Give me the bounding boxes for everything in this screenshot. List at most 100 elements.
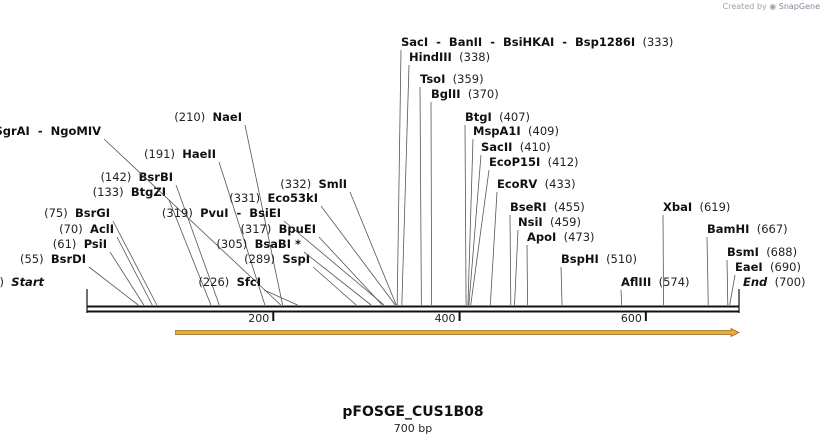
site-name: Eco53kI <box>267 191 318 205</box>
site-nsii[interactable]: NsiI (459) <box>514 215 581 306</box>
ruler-tick-400: 400 <box>435 312 461 325</box>
site-position: (690) <box>770 260 801 274</box>
site-sspi[interactable]: (289) SspI <box>244 252 357 306</box>
site-connector-line <box>103 138 282 306</box>
site-bsrbi[interactable]: (142) BsrBI <box>100 170 220 306</box>
site-name: SacI - BanII - BsiHKAI - Bsp1286I <box>401 35 635 49</box>
site-label: EaeI (690) <box>735 260 801 274</box>
site-bsabi[interactable]: (305) BsaBI * <box>216 237 372 306</box>
ruler-tick-600: 600 <box>621 312 647 325</box>
site-mspa1i[interactable]: MspA1I (409) <box>467 124 559 306</box>
site-bsmi[interactable]: BsmI (688) <box>726 245 797 306</box>
site-connector-line <box>175 184 220 306</box>
site-connector-line <box>509 214 512 306</box>
sequence-feature-arrow[interactable] <box>175 327 740 338</box>
site-position: (75) <box>44 206 75 220</box>
site-label: BseRI (455) <box>510 200 585 214</box>
site-connector-line <box>726 259 729 306</box>
site-label: (226) SfcI <box>198 275 261 289</box>
ruler-tick-label: 200 <box>248 312 269 325</box>
site-name: SacII <box>481 140 512 154</box>
site-ecop15i[interactable]: EcoP15I (412) <box>470 155 579 306</box>
site-haeii[interactable]: (191) HaeII <box>144 147 266 306</box>
site-connector-line <box>489 191 498 306</box>
site-label: BtgI (407) <box>465 110 530 124</box>
site-end[interactable]: End (700) <box>738 275 806 313</box>
site-name: BsmI <box>727 245 759 259</box>
site-position: (305) <box>216 237 254 251</box>
site-name: NsiI <box>518 215 543 229</box>
site-bpuei[interactable]: (317) BpuEI <box>240 222 383 306</box>
site-connector-line <box>467 138 474 306</box>
site-connector-line <box>116 236 153 306</box>
site-position: (667) <box>757 222 788 236</box>
site-position: (370) <box>468 87 499 101</box>
site-position: (359) <box>453 72 484 86</box>
site-afliii[interactable]: AflIII (574) <box>620 275 690 306</box>
site-connector-line <box>468 154 482 306</box>
site-name: AclI <box>90 222 114 236</box>
site-pvui[interactable]: (319) PvuI - BsiEI <box>162 206 385 306</box>
site-position: (333) <box>642 35 673 49</box>
site-position: (142) <box>100 170 138 184</box>
site-sacii[interactable]: SacII (410) <box>468 140 551 306</box>
site-position: (319) <box>162 206 200 220</box>
site-connector-line <box>514 229 519 306</box>
site-bglii[interactable]: BglII (370) <box>430 87 499 306</box>
site-connector-line <box>244 124 283 306</box>
site-eco53ki[interactable]: (331) Eco53kI <box>229 191 396 306</box>
site-position: (473) <box>564 230 595 244</box>
site-name: EcoP15I <box>489 155 540 169</box>
site-bsphi[interactable]: BspHI (510) <box>560 252 637 306</box>
site-bsrgi[interactable]: (75) BsrGI <box>44 206 158 306</box>
site-connector-line <box>729 274 736 306</box>
site-mrei[interactable]: (208) MreI - SgrAI - NgoMIV <box>0 124 282 306</box>
features <box>175 327 740 338</box>
site-label: (0) Start <box>0 275 44 289</box>
sequence-name: pFOSGE_CUS1B08 <box>342 404 484 420</box>
site-label: (210) NaeI <box>174 110 242 124</box>
site-saci[interactable]: SacI - BanII - BsiHKAI - Bsp1286I (333) <box>396 35 673 306</box>
site-position: (412) <box>548 155 579 169</box>
site-name: PvuI - BsiEI <box>200 206 281 220</box>
site-name: MreI - SgrAI - NgoMIV <box>0 124 101 138</box>
site-connector-line <box>320 205 396 306</box>
site-position: (700) <box>775 275 806 289</box>
site-start[interactable]: (0) Start <box>0 275 88 313</box>
site-connector-line <box>218 161 266 306</box>
snapgene-logo-icon: ◉ <box>769 2 777 11</box>
site-connector-line <box>430 101 433 306</box>
site-psii[interactable]: (61) PsiI <box>53 237 145 306</box>
site-xbai[interactable]: XbaI (619) <box>662 200 730 306</box>
site-btgzi[interactable]: (133) BtgZI <box>93 185 212 306</box>
site-ecorv[interactable]: EcoRV (433) <box>489 177 576 306</box>
site-label: MspA1I (409) <box>473 124 559 138</box>
site-position: (289) <box>244 252 282 266</box>
site-label: (331) Eco53kI <box>229 191 318 205</box>
site-smli[interactable]: (332) SmlI <box>280 177 397 306</box>
site-connector-line <box>620 289 623 306</box>
site-name: Start <box>11 275 44 289</box>
site-bamhi[interactable]: BamHI (667) <box>706 222 788 306</box>
site-acli[interactable]: (70) AclI <box>59 222 153 306</box>
site-btgi[interactable]: BtgI (407) <box>464 110 530 306</box>
site-eaei[interactable]: EaeI (690) <box>729 260 801 306</box>
site-label: (55) BsrDI <box>20 252 86 266</box>
site-bseri[interactable]: BseRI (455) <box>509 200 585 306</box>
site-label: BsmI (688) <box>727 245 797 259</box>
site-connector-line <box>318 236 383 306</box>
restriction-sites: (0) Start (55) BsrDI(61) PsiI(70) AclI (75… <box>0 35 806 313</box>
site-tsoi[interactable]: TsoI (359) <box>419 72 484 306</box>
site-label: ApoI (473) <box>527 230 595 244</box>
site-position: (332) <box>280 177 318 191</box>
site-position: (61) <box>53 237 84 251</box>
site-apoi[interactable]: ApoI (473) <box>526 230 595 306</box>
site-name: BsrGI <box>75 206 110 220</box>
site-position: (317) <box>240 222 278 236</box>
site-bsrdi[interactable]: (55) BsrDI <box>20 252 139 306</box>
site-label: NsiI (459) <box>518 215 581 229</box>
site-sfci[interactable]: (226) SfcI <box>198 275 298 306</box>
site-name: HaeII <box>182 147 216 161</box>
site-naei[interactable]: (210) NaeI <box>174 110 283 306</box>
site-hindiii[interactable]: HindIII (338) <box>401 50 490 306</box>
